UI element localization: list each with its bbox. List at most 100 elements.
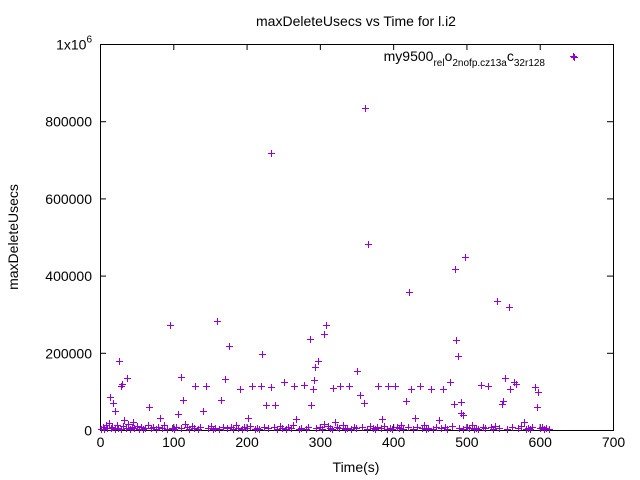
data-point xyxy=(449,423,456,430)
data-point xyxy=(180,397,187,404)
data-points xyxy=(98,53,577,433)
data-point xyxy=(344,425,351,432)
data-point xyxy=(414,424,421,431)
data-point xyxy=(178,425,185,432)
data-point xyxy=(310,386,317,393)
data-point xyxy=(389,426,396,433)
data-point xyxy=(313,425,320,432)
data-point xyxy=(222,376,229,383)
data-point xyxy=(161,422,168,429)
data-point xyxy=(321,331,328,338)
data-point xyxy=(115,425,122,432)
data-point xyxy=(249,383,256,390)
data-point xyxy=(112,426,119,433)
data-point xyxy=(241,424,248,431)
data-point xyxy=(285,424,292,431)
data-point xyxy=(375,383,382,390)
y-axis-label: maxDeleteUsecs xyxy=(5,184,21,290)
data-point xyxy=(456,425,463,432)
data-point xyxy=(543,425,550,432)
x-tick-label: 700 xyxy=(602,434,626,450)
data-point xyxy=(492,423,499,430)
data-point xyxy=(230,426,237,433)
data-point xyxy=(130,419,137,426)
x-axis-label: Time(s) xyxy=(333,459,380,475)
data-point xyxy=(440,386,447,393)
data-point xyxy=(274,426,281,433)
data-point xyxy=(146,404,153,411)
data-point xyxy=(268,150,275,157)
data-point xyxy=(452,266,459,273)
data-point xyxy=(108,425,115,432)
axis-ticks: 0 100 200 300 400 500 600 700 0 200000 400000 60000… xyxy=(45,35,625,451)
data-point xyxy=(364,426,371,433)
data-point xyxy=(460,412,467,419)
data-point xyxy=(374,424,381,431)
data-point xyxy=(433,424,440,431)
data-point xyxy=(263,402,270,409)
data-point xyxy=(398,422,405,429)
data-point xyxy=(305,424,312,431)
data-point xyxy=(385,383,392,390)
data-point xyxy=(101,426,108,433)
data-point xyxy=(509,424,516,431)
data-point xyxy=(451,401,458,408)
legend-label-part: c xyxy=(507,48,514,64)
data-point xyxy=(311,377,318,384)
data-point xyxy=(281,379,288,386)
data-point xyxy=(513,381,520,388)
data-point xyxy=(330,385,337,392)
data-point xyxy=(119,381,126,388)
y-tick-label: 800000 xyxy=(45,114,92,130)
data-point xyxy=(175,411,182,418)
data-point xyxy=(417,383,424,390)
data-point xyxy=(405,424,412,431)
data-point xyxy=(428,386,435,393)
data-point xyxy=(110,400,117,407)
data-point xyxy=(173,424,180,431)
data-point xyxy=(298,425,305,432)
data-point xyxy=(157,415,164,422)
data-point xyxy=(116,358,123,365)
legend-marker xyxy=(571,54,578,61)
legend-label-part: 32r128 xyxy=(514,58,546,69)
data-point xyxy=(214,318,221,325)
data-point xyxy=(438,425,445,432)
data-point xyxy=(337,383,344,390)
data-point xyxy=(197,424,204,431)
data-point xyxy=(203,383,210,390)
data-point xyxy=(191,425,198,432)
data-point xyxy=(507,386,514,393)
data-point xyxy=(315,358,322,365)
legend-label-part: 2nofp.cz13a xyxy=(452,58,507,69)
data-point xyxy=(403,398,410,405)
data-point xyxy=(200,408,207,415)
data-point xyxy=(178,374,185,381)
x-tick-label: 0 xyxy=(97,434,105,450)
data-point xyxy=(336,425,343,432)
data-point xyxy=(518,423,525,430)
data-point xyxy=(410,426,417,433)
y-tick-label-top-base: 1x10 xyxy=(56,37,87,53)
data-point xyxy=(475,426,482,433)
data-point xyxy=(301,382,308,389)
data-point xyxy=(155,424,162,431)
data-point xyxy=(329,426,336,433)
y-tick-label: 400000 xyxy=(45,268,92,284)
data-point xyxy=(272,402,279,409)
data-point xyxy=(570,53,577,60)
x-tick-label: 400 xyxy=(382,434,406,450)
data-point xyxy=(534,404,541,411)
data-point xyxy=(392,383,399,390)
data-point xyxy=(529,424,536,431)
data-point xyxy=(494,298,501,305)
data-point xyxy=(237,386,244,393)
data-point xyxy=(220,424,227,431)
y-tick-label-top-exponent: 6 xyxy=(86,35,92,46)
data-point xyxy=(258,383,265,390)
data-point xyxy=(312,364,319,371)
data-point xyxy=(124,375,131,382)
data-point xyxy=(112,408,119,415)
y-tick-label: 200000 xyxy=(45,345,92,361)
